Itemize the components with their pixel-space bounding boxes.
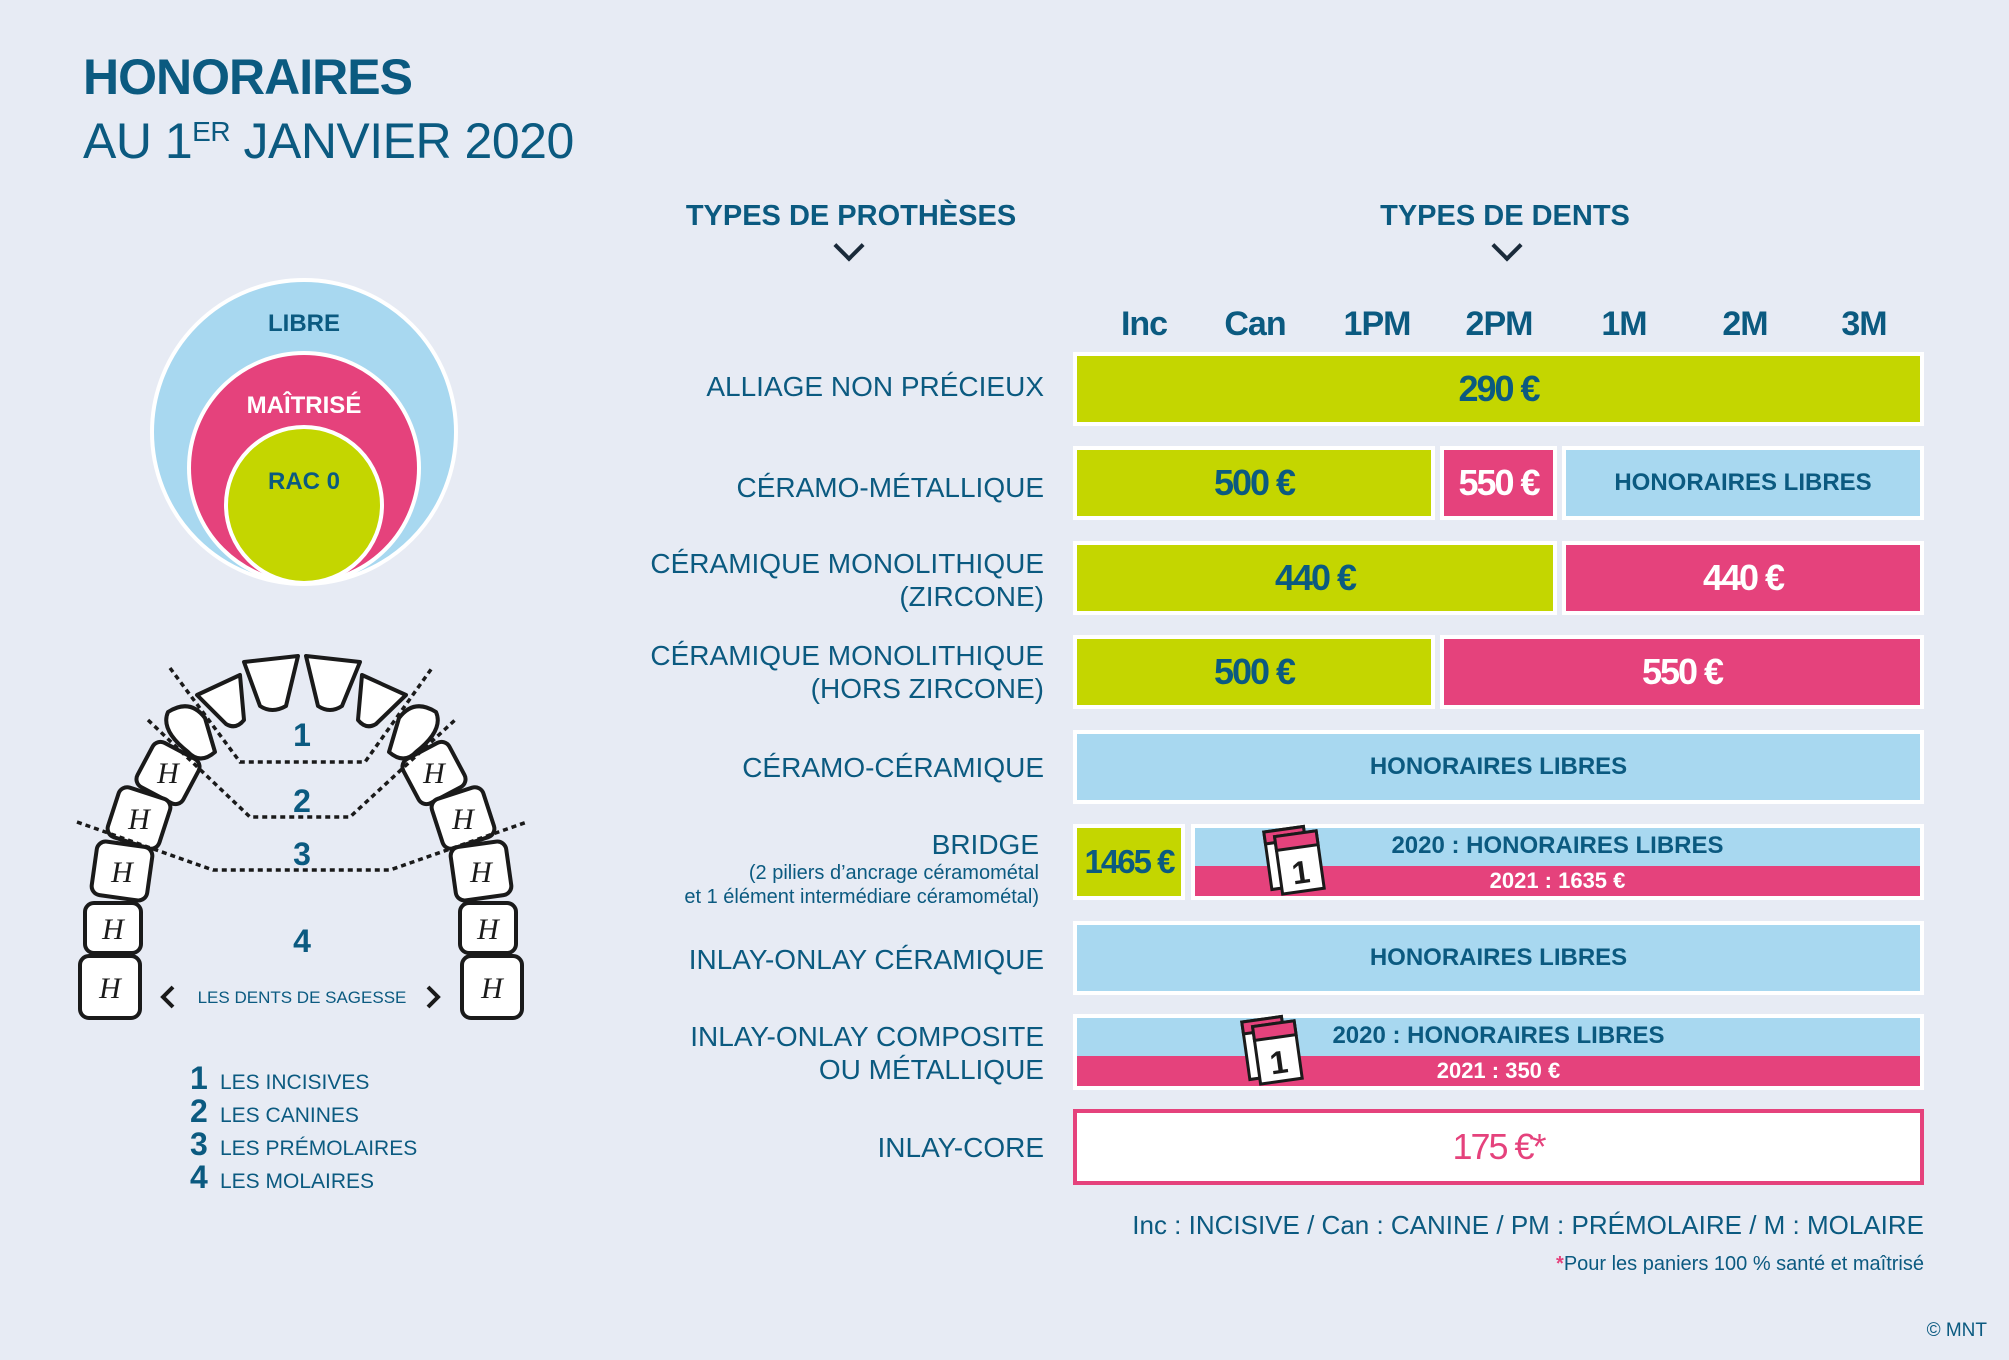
chevron-right-icon	[426, 985, 441, 1009]
molar-glyph: H	[422, 757, 447, 790]
col-can: Can	[1224, 305, 1286, 343]
molar-glyph: H	[101, 913, 126, 946]
chevron-down-icon	[833, 230, 865, 262]
svg-text:1: 1	[1267, 1043, 1290, 1081]
molar-glyph: H	[110, 856, 135, 889]
row-label: INLAY-ONLAY CÉRAMIQUE	[688, 944, 1044, 975]
col-3m: 3M	[1841, 305, 1887, 343]
col-1pm: 1PM	[1343, 305, 1412, 343]
text-2020: 2020 : HONORAIRES LIBRES	[1332, 1021, 1665, 1049]
teeth-diagram: HH HH HH HH HH 1 2 3 4 LES DENTS DE SAGE…	[76, 654, 528, 1020]
row-label: CÉRAMIQUE MONOLITHIQUE (ZIRCONE)	[650, 548, 1044, 612]
molar-glyph: H	[127, 803, 152, 836]
footnote: *Pour les paniers 100 % santé et maîtris…	[1556, 1253, 1924, 1275]
title: HONORAIRES	[83, 49, 413, 105]
molar-glyph: H	[451, 803, 476, 836]
tooth-incisor	[195, 673, 246, 729]
row-label: CÉRAMIQUE MONOLITHIQUE (HORS ZIRCONE)	[650, 640, 1044, 704]
tooth-molar	[448, 839, 514, 903]
text-2020: 2020 : HONORAIRES LIBRES	[1391, 831, 1724, 859]
chevron-down-icon	[1491, 230, 1523, 262]
circle-rac0	[224, 425, 384, 585]
cell-price: 500 €	[1073, 446, 1435, 520]
chevron-left-icon	[160, 985, 175, 1009]
svg-text:1: 1	[1289, 853, 1312, 891]
row-label: INLAY-CORE	[877, 1132, 1045, 1163]
col-2m: 2M	[1722, 305, 1768, 343]
row-label: CÉRAMO-CÉRAMIQUE	[742, 752, 1044, 783]
cell-price: 440 €	[1562, 541, 1924, 615]
zone-line-1	[168, 666, 434, 764]
col-inc: Inc	[1120, 305, 1168, 343]
tooth-incisor	[242, 654, 300, 712]
header-dents: TYPES DE DENTS	[1380, 200, 1630, 232]
molar-glyph: H	[156, 757, 181, 790]
row-label: INLAY-ONLAY COMPOSITE OU MÉTALLIQUE	[690, 1021, 1044, 1085]
tooth-molar	[89, 839, 155, 903]
tooth-molar	[458, 901, 518, 955]
legend-item: 3 LES PRÉMOLAIRES	[190, 1126, 418, 1162]
zone-3: 3	[293, 836, 311, 872]
molar-glyph: H	[98, 972, 123, 1005]
zone-1: 1	[293, 717, 311, 753]
text-2021: 2021 : 350 €	[1077, 1056, 1920, 1086]
header-protheses: TYPES DE PROTHÈSES	[685, 200, 1017, 232]
cell-honoraires-libres: HONORAIRES LIBRES	[1562, 446, 1924, 520]
circle-label-rac0: RAC 0	[267, 468, 340, 495]
tooth-canine	[164, 704, 217, 761]
legend-item: 4 LES MOLAIRES	[190, 1159, 375, 1195]
calendar-icon: 1	[1262, 824, 1326, 896]
cell-price: 550 €	[1440, 446, 1557, 520]
row-label: CÉRAMO-MÉTALLIQUE	[736, 472, 1044, 503]
molar-glyph: H	[469, 856, 494, 889]
col-1m: 1M	[1601, 305, 1647, 343]
calendar-icon: 1	[1240, 1014, 1304, 1086]
sagesse-label: LES DENTS DE SAGESSE	[198, 988, 407, 1007]
tooth-molar	[83, 901, 143, 955]
copyright: © MNT	[1926, 1320, 1987, 1341]
cell-price: 1465 €	[1073, 824, 1185, 900]
col-2pm: 2PM	[1465, 305, 1534, 343]
row-label: ALLIAGE NON PRÉCIEUX	[706, 371, 1044, 402]
zone-4: 4	[293, 923, 311, 959]
tooth-molar	[78, 954, 142, 1020]
circle-label-libre: LIBRE	[268, 310, 340, 337]
cell-price: 440 €	[1073, 541, 1557, 615]
tooth-incisor	[356, 673, 408, 729]
cell-inlay-schedule: 2020 : HONORAIRES LIBRES 2021 : 350 €	[1073, 1014, 1924, 1090]
row-label: BRIDGE (2 piliers d’ancrage céramométal et…	[684, 829, 1039, 908]
honoraires-circles	[150, 278, 458, 586]
cell-price: 500 €	[1073, 635, 1435, 709]
legend-item: 2 LES CANINES	[190, 1093, 359, 1129]
cell-price: 550 €	[1440, 635, 1924, 709]
cell-honoraires-libres: HONORAIRES LIBRES	[1073, 921, 1924, 995]
tooth-canine	[387, 704, 440, 761]
molar-glyph: H	[476, 913, 501, 946]
tooth-incisor	[304, 654, 362, 712]
zone-2: 2	[293, 783, 311, 819]
zone-line-3	[76, 820, 528, 872]
circle-label-maitrise: MAÎTRISÉ	[246, 392, 362, 419]
cell-price: 290 €	[1073, 352, 1924, 426]
tooth-molar	[460, 954, 524, 1020]
zone-line-2	[146, 718, 457, 819]
subtitle: AU 1ER JANVIER 2020	[83, 113, 574, 169]
molar-glyph: H	[480, 972, 505, 1005]
abbreviations: Inc : INCISIVE / Can : CANINE / PM : PRÉ…	[1132, 1210, 1924, 1240]
legend-item: 1 LES INCISIVES	[190, 1060, 370, 1096]
cell-price: 175 €*	[1073, 1109, 1924, 1185]
cell-honoraires-libres: HONORAIRES LIBRES	[1073, 730, 1924, 804]
